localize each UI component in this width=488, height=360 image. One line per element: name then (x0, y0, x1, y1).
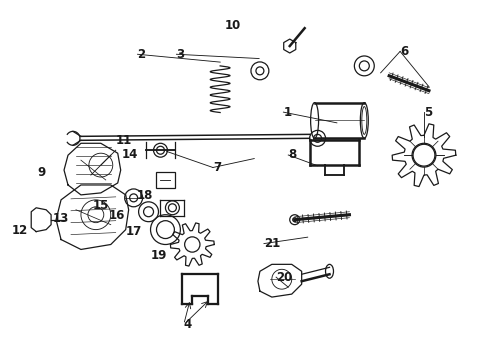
Text: 7: 7 (212, 161, 221, 174)
Text: 3: 3 (176, 48, 184, 61)
Text: 2: 2 (137, 48, 145, 61)
Text: 6: 6 (399, 45, 407, 58)
Text: 12: 12 (12, 224, 28, 237)
Text: 21: 21 (264, 237, 280, 250)
Text: 1: 1 (283, 105, 291, 119)
Text: 19: 19 (151, 248, 167, 261)
Text: 5: 5 (424, 105, 432, 119)
Bar (155, 172, 175, 188)
Text: 16: 16 (108, 208, 124, 221)
Text: 15: 15 (93, 199, 109, 212)
Text: 9: 9 (38, 166, 46, 179)
Text: 4: 4 (183, 318, 192, 331)
Text: 20: 20 (276, 271, 292, 284)
Text: 17: 17 (125, 225, 142, 238)
Text: 11: 11 (116, 134, 132, 147)
Text: 8: 8 (287, 148, 296, 162)
Text: 18: 18 (136, 189, 153, 202)
Text: 14: 14 (122, 148, 138, 162)
Text: 10: 10 (224, 19, 241, 32)
Text: 13: 13 (52, 212, 68, 225)
